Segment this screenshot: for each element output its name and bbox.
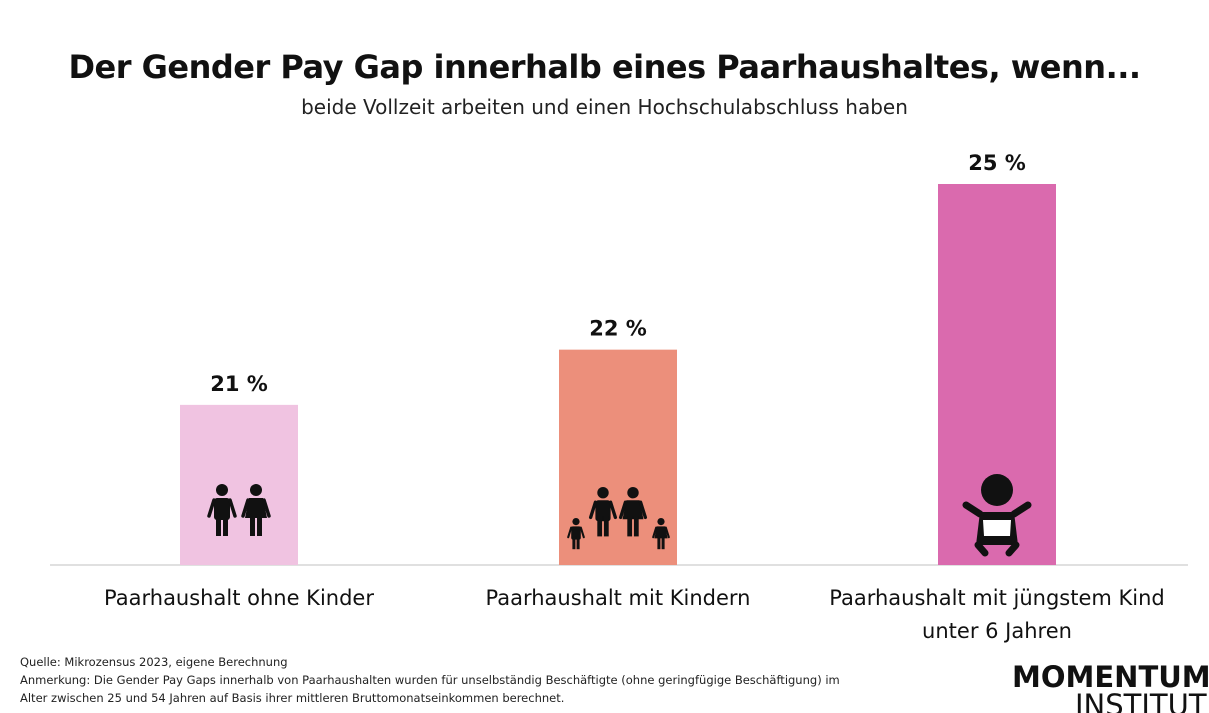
icon-part bbox=[627, 487, 639, 499]
x-tick-label: Paarhaushalt ohne Kinder bbox=[104, 586, 374, 610]
icon-part bbox=[572, 536, 576, 550]
icon-part bbox=[257, 514, 262, 536]
icon-part bbox=[572, 518, 580, 526]
icon-part bbox=[622, 500, 644, 520]
value-label: 22 % bbox=[589, 317, 647, 341]
bar bbox=[180, 404, 298, 565]
icon-part bbox=[216, 514, 221, 536]
icon-part bbox=[657, 536, 661, 550]
note: Anmerkung: Die Gender Pay Gaps innerhalb… bbox=[20, 673, 840, 705]
icon-part bbox=[597, 515, 603, 537]
icon-part bbox=[983, 520, 1011, 536]
icon-part bbox=[576, 536, 580, 550]
icon-part bbox=[250, 484, 262, 496]
icon-part bbox=[654, 526, 668, 539]
icon bbox=[962, 474, 1032, 557]
bar bbox=[938, 184, 1056, 565]
icon-part bbox=[618, 500, 628, 520]
icon-part bbox=[633, 515, 639, 537]
icon-part bbox=[245, 498, 267, 518]
value-label: 21 % bbox=[210, 372, 268, 396]
icon-part bbox=[216, 484, 228, 496]
chart-subtitle: beide Vollzeit arbeiten und einen Hochsc… bbox=[301, 95, 908, 119]
icon-part bbox=[652, 526, 658, 539]
icon bbox=[207, 484, 271, 536]
x-tick-label: Paarhaushalt mit jüngstem Kind unter 6 J… bbox=[829, 586, 1165, 643]
icon-part bbox=[1005, 541, 1020, 557]
icon-part bbox=[661, 536, 665, 550]
icon-part bbox=[1010, 501, 1032, 518]
x-tick-label: Paarhaushalt mit Kindern bbox=[485, 586, 751, 610]
icon-part bbox=[981, 474, 1013, 506]
icon-part bbox=[974, 541, 989, 557]
icon-part bbox=[608, 500, 618, 520]
chart-title: Der Gender Pay Gap innerhalb eines Paarh… bbox=[68, 48, 1141, 86]
source: Quelle: Mikrozensus 2023, eigene Berechn… bbox=[20, 655, 288, 669]
icon-part bbox=[241, 498, 250, 518]
icon-part bbox=[250, 514, 255, 536]
icon-part bbox=[207, 498, 216, 518]
icon-part bbox=[579, 526, 585, 539]
icon-part bbox=[567, 526, 573, 539]
icon-part bbox=[588, 500, 598, 520]
icon-part bbox=[638, 500, 648, 520]
icon-part bbox=[627, 515, 633, 537]
icon-part bbox=[223, 514, 228, 536]
icon-part bbox=[228, 498, 237, 518]
icon-part bbox=[664, 526, 670, 539]
value-label: 25 % bbox=[968, 151, 1026, 175]
icon-part bbox=[262, 498, 271, 518]
icon bbox=[567, 487, 670, 550]
icon-part bbox=[962, 501, 984, 518]
logo: MOMENTUM bbox=[1012, 660, 1209, 694]
logo: INSTITUT bbox=[1075, 688, 1207, 713]
icon-part bbox=[657, 518, 665, 526]
icon-part bbox=[603, 515, 609, 537]
icon-part bbox=[597, 487, 609, 499]
